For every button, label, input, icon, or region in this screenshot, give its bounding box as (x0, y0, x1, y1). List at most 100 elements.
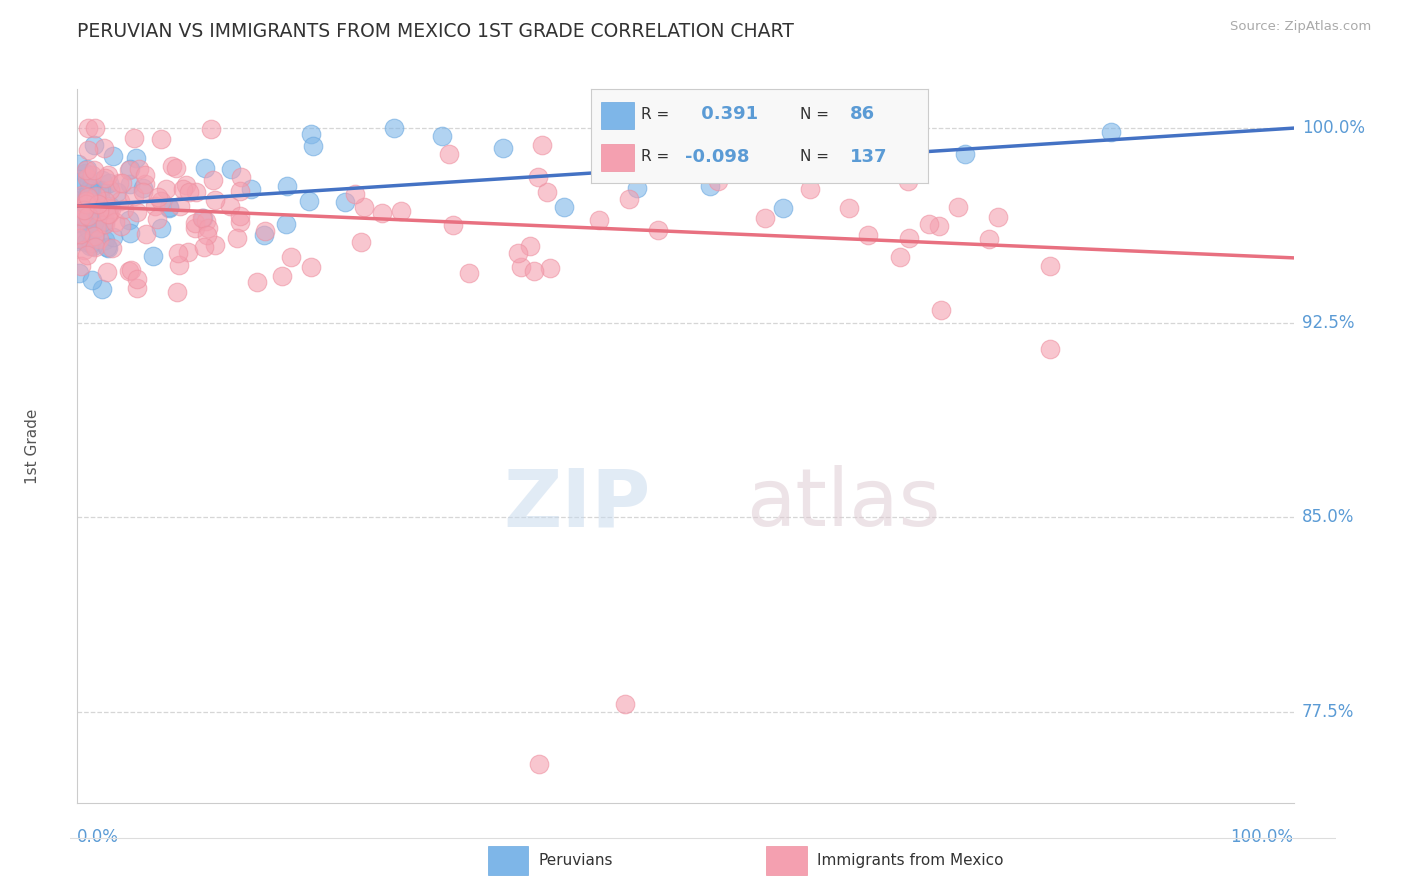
Point (100, 202, 122, 217)
Point (135, 227, 157, 241)
Point (299, 260, 322, 275)
Point (754, 211, 776, 225)
Point (946, 200, 969, 214)
Point (79, 238, 101, 252)
Point (83, 138, 105, 153)
Point (299, 127, 322, 141)
Point (132, 181, 155, 195)
Point (70, 209, 93, 223)
Point (538, 261, 561, 276)
Point (75, 194, 97, 209)
Point (1039, 260, 1062, 274)
Point (157, 201, 180, 215)
Point (94, 171, 117, 186)
Point (73, 243, 96, 257)
Text: R =: R = (641, 107, 669, 122)
Point (617, 192, 640, 206)
Point (143, 199, 166, 213)
Point (83, 163, 105, 178)
Point (172, 182, 194, 196)
Point (79, 175, 101, 189)
Point (221, 161, 243, 176)
Point (953, 147, 976, 161)
Point (72, 216, 94, 230)
Point (838, 201, 860, 215)
Point (118, 178, 141, 192)
Point (93, 203, 115, 218)
Point (76, 162, 98, 177)
Point (796, 131, 818, 145)
Point (98, 176, 121, 190)
Point (898, 231, 921, 245)
Point (125, 151, 148, 165)
Point (77, 222, 100, 236)
Point (69, 172, 91, 186)
Point (602, 152, 624, 166)
Point (160, 159, 183, 173)
Text: Immigrants from Mexico: Immigrants from Mexico (817, 853, 1004, 868)
Point (276, 178, 298, 193)
Point (75, 196, 97, 211)
Point (197, 221, 219, 235)
Point (73, 213, 96, 227)
Point (72, 233, 94, 247)
Point (371, 206, 394, 220)
Point (87, 232, 110, 246)
Point (799, 181, 821, 195)
Text: N =: N = (800, 107, 828, 122)
Point (229, 215, 252, 229)
Point (69, 259, 91, 273)
Text: 92.5%: 92.5% (1302, 314, 1354, 332)
Point (76, 209, 98, 223)
Point (79, 183, 101, 197)
Point (510, 260, 533, 274)
Point (184, 216, 207, 230)
Point (228, 185, 250, 199)
Point (190, 211, 212, 226)
Point (76, 186, 98, 201)
Bar (600, 145, 634, 170)
Point (90, 173, 112, 187)
Point (84, 121, 107, 136)
Point (76, 190, 98, 204)
Point (166, 285, 188, 299)
Text: R =: R = (641, 149, 669, 164)
Point (979, 232, 1001, 246)
Point (70, 187, 93, 202)
Point (67, 267, 90, 281)
Point (929, 302, 952, 317)
Point (167, 258, 190, 272)
Text: 100.0%: 100.0% (1230, 828, 1294, 846)
Point (97, 241, 120, 255)
Point (134, 168, 156, 182)
Point (72, 211, 94, 225)
Point (96, 240, 118, 254)
Point (66, 157, 89, 171)
Point (101, 149, 124, 163)
Point (84, 240, 107, 254)
Point (83, 216, 105, 230)
Point (98, 183, 121, 197)
Point (84, 220, 107, 235)
Point (76, 196, 98, 211)
Point (111, 176, 134, 190)
Point (118, 163, 141, 178)
Point (125, 204, 148, 219)
Point (441, 218, 464, 232)
Point (439, 146, 461, 161)
Point (353, 200, 375, 214)
Point (79, 236, 101, 251)
Point (856, 227, 879, 242)
Point (91, 281, 114, 295)
Point (458, 266, 481, 280)
Point (134, 177, 156, 191)
Point (193, 240, 215, 254)
Point (1039, 342, 1062, 356)
Point (195, 228, 218, 243)
Point (120, 226, 142, 240)
Point (1099, 125, 1122, 139)
Point (430, 128, 453, 143)
Point (94, 200, 117, 214)
Point (613, 697, 636, 711)
Point (118, 263, 141, 277)
